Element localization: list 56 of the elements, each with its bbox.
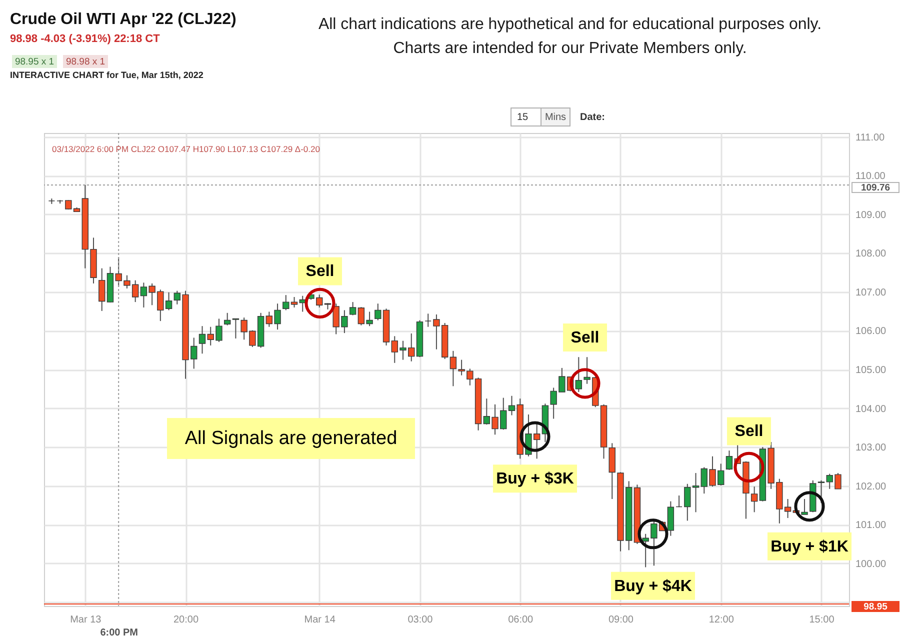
y-tick-label: 101.00: [856, 520, 887, 532]
y-tick-label: 105.00: [856, 365, 887, 376]
annotation: All Signals are generated: [184, 428, 398, 449]
candlestick: [48, 198, 56, 204]
x-tick-label: 15:00: [809, 614, 835, 626]
x-tick-label: 20:00: [174, 614, 199, 626]
candlestick: [224, 312, 231, 326]
y-tick-label: 102.00: [856, 481, 887, 492]
annotation: Buy + $4K: [614, 578, 692, 595]
candlestick: [750, 486, 758, 513]
text: 15: [517, 112, 529, 123]
y-tick-label: 108.00: [856, 248, 887, 260]
candlestick: [575, 356, 582, 392]
annotation: Sell: [734, 423, 764, 440]
text: Charts are intended for our Private Members only.: [393, 40, 747, 57]
x-tick-label: 6:00 PM: [100, 628, 138, 638]
candlestick: [98, 268, 106, 312]
text: INTERACTIVE CHART for Tue, Mar 15th, 2022: [10, 70, 204, 80]
y-tick-label: 100.00: [856, 558, 887, 570]
y-tick-label: 106.00: [856, 326, 887, 338]
y-tick-label: 103.00: [856, 442, 887, 454]
candlestick: [290, 296, 298, 308]
annotation: Sell: [570, 329, 600, 346]
text: All chart indications are hypothetical and for educational purposes only.: [318, 16, 822, 33]
candlestick: [282, 294, 290, 311]
annotation: Buy + $3K: [496, 470, 574, 488]
candlestick: [232, 318, 240, 339]
x-tick-label: Mar 14: [304, 614, 336, 626]
y-tick-label: 107.00: [856, 287, 887, 298]
x-tick-label: Mar 13: [70, 614, 102, 626]
x-tick-label: 09:00: [608, 614, 634, 626]
candlestick: [676, 495, 682, 508]
x-tick-label: 06:00: [508, 614, 534, 626]
text: Mins: [544, 112, 566, 123]
y-tick-label: 110.00: [856, 171, 886, 182]
candlestick: [450, 350, 457, 387]
candlestick: [508, 395, 516, 416]
ref-line-label: 98.95: [864, 602, 888, 613]
x-tick-label: 03:00: [408, 614, 434, 626]
x-tick-label: 12:00: [708, 614, 734, 626]
ref-line-label: 109.76: [860, 182, 890, 194]
candlestick: [667, 500, 674, 536]
text: Date:: [580, 112, 606, 123]
annotation: Sell: [306, 263, 334, 280]
annotation: 03/13/2022 6:00 PM CLJ22 O107.47 H107.90 L107.13 C107.29 Δ-0.20: [52, 144, 320, 154]
y-tick-label: 111.00: [856, 132, 886, 144]
y-tick-label: 104.00: [856, 404, 887, 415]
text: 98.95 x 1: [14, 56, 54, 68]
chart-title: Crude Oil WTI Apr '22 (CLJ22): [10, 11, 236, 28]
text: 98.98 x 1: [66, 56, 106, 68]
candlestick: [424, 313, 432, 328]
annotation: Buy + $1K: [770, 538, 849, 556]
y-tick-label: 109.00: [856, 210, 887, 221]
chart-subtitle: 98.98 -4.03 (-3.91%) 22:18 CT: [10, 33, 160, 45]
candlestick: [349, 302, 356, 316]
candlestick: [198, 326, 206, 354]
